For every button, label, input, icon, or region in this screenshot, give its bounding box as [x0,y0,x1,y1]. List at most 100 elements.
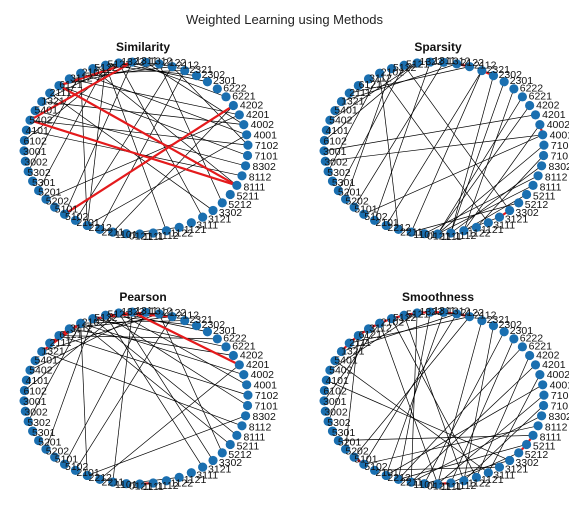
node [225,189,235,200]
node [28,426,38,436]
node-label: 3002 [24,157,48,169]
node [54,330,64,341]
edge [424,175,539,234]
edge [329,312,418,371]
node [191,71,202,81]
edge [324,114,536,152]
node-label: 2102 [82,66,106,78]
node-label: 3302 [219,457,243,469]
edge [379,323,438,485]
node [349,452,359,462]
node-label: 3121 [208,214,232,226]
edge [158,313,223,453]
edge [403,65,510,211]
node-labels: 2321230223016222622142024201400240017102… [23,305,278,493]
node-label: 5201 [38,186,62,198]
node-label: 3112 [70,322,93,334]
node-label: 1311 [433,305,456,317]
node [533,421,543,431]
node-label: 1121 [184,224,207,236]
highlighted-edge [131,311,240,366]
node-label: 4201 [246,359,270,371]
node-label: 4201 [542,109,566,121]
nodes [319,57,549,239]
node-label: 5211 [237,441,260,453]
edge [41,351,243,427]
node-label: 2321 [189,314,213,326]
node-label: 5402 [329,365,353,377]
node [452,309,462,319]
node-label: 5202 [345,445,369,457]
node [127,57,137,67]
edge [385,70,483,226]
node-label: 7102 [255,140,279,152]
node-label: 8111 [243,431,265,443]
node-label: 3002 [24,407,48,419]
node [464,62,475,72]
node [533,171,543,181]
node [538,130,548,140]
node [121,479,131,489]
node-label: 5202 [345,195,369,207]
edge [450,338,515,484]
node-label: 2122 [163,57,187,69]
node-label: 6222 [520,332,544,344]
node [20,156,30,166]
edge [58,335,249,396]
node-label: 0121 [129,481,153,493]
node-label: 2301 [510,75,534,87]
node [538,400,549,411]
node [239,120,249,130]
node-label: 1312 [149,305,173,317]
node-label: 2301 [510,325,534,337]
node-label: 3111 [196,220,218,232]
node-label: 5201 [38,436,62,448]
node-label: 8302 [549,161,569,173]
node-label: 2321 [487,64,511,76]
edge [349,66,470,94]
node-label: 1121 [184,474,207,486]
node-label: 5301 [332,427,356,439]
node [539,140,549,150]
node [330,105,340,116]
node-label: 8112 [545,171,568,183]
node-label: 1122 [170,478,193,490]
node-label: 2302 [499,319,523,331]
graph-pearson: 2321230223016222622142024201400240017102… [19,305,278,493]
node [499,77,509,87]
node-label: 5211 [533,441,556,453]
node [198,212,208,222]
node-label: 5101 [354,454,378,466]
node-label: 4001 [254,129,278,141]
node-label: 1122 [170,228,193,240]
node [148,228,158,238]
edge [345,335,359,450]
node-label: 1112 [157,480,179,492]
edge [58,85,248,156]
node [95,474,105,484]
edge [69,78,240,116]
node-label: 5212 [228,199,252,211]
node [212,334,222,344]
node-label: 1322 [121,56,145,68]
node [509,334,519,344]
node [327,426,338,436]
node [208,205,218,216]
node-label: 5122 [94,312,118,324]
node-label: 4101 [26,375,50,387]
node [459,476,469,486]
node [446,228,456,238]
node-label: 1111 [143,481,164,493]
figure-title: Weighted Learning using Methods [185,12,384,27]
node-label: 1122 [468,228,491,240]
edge [437,144,545,235]
node-label: 2101 [76,217,100,229]
node-label: 5102 [364,211,388,223]
node-label: 4101 [325,375,349,387]
edge [145,62,244,125]
node [539,390,549,400]
node-label: 2211 [102,476,125,488]
edge [349,316,470,344]
edge [99,364,240,480]
node-label: 7102 [551,140,569,152]
